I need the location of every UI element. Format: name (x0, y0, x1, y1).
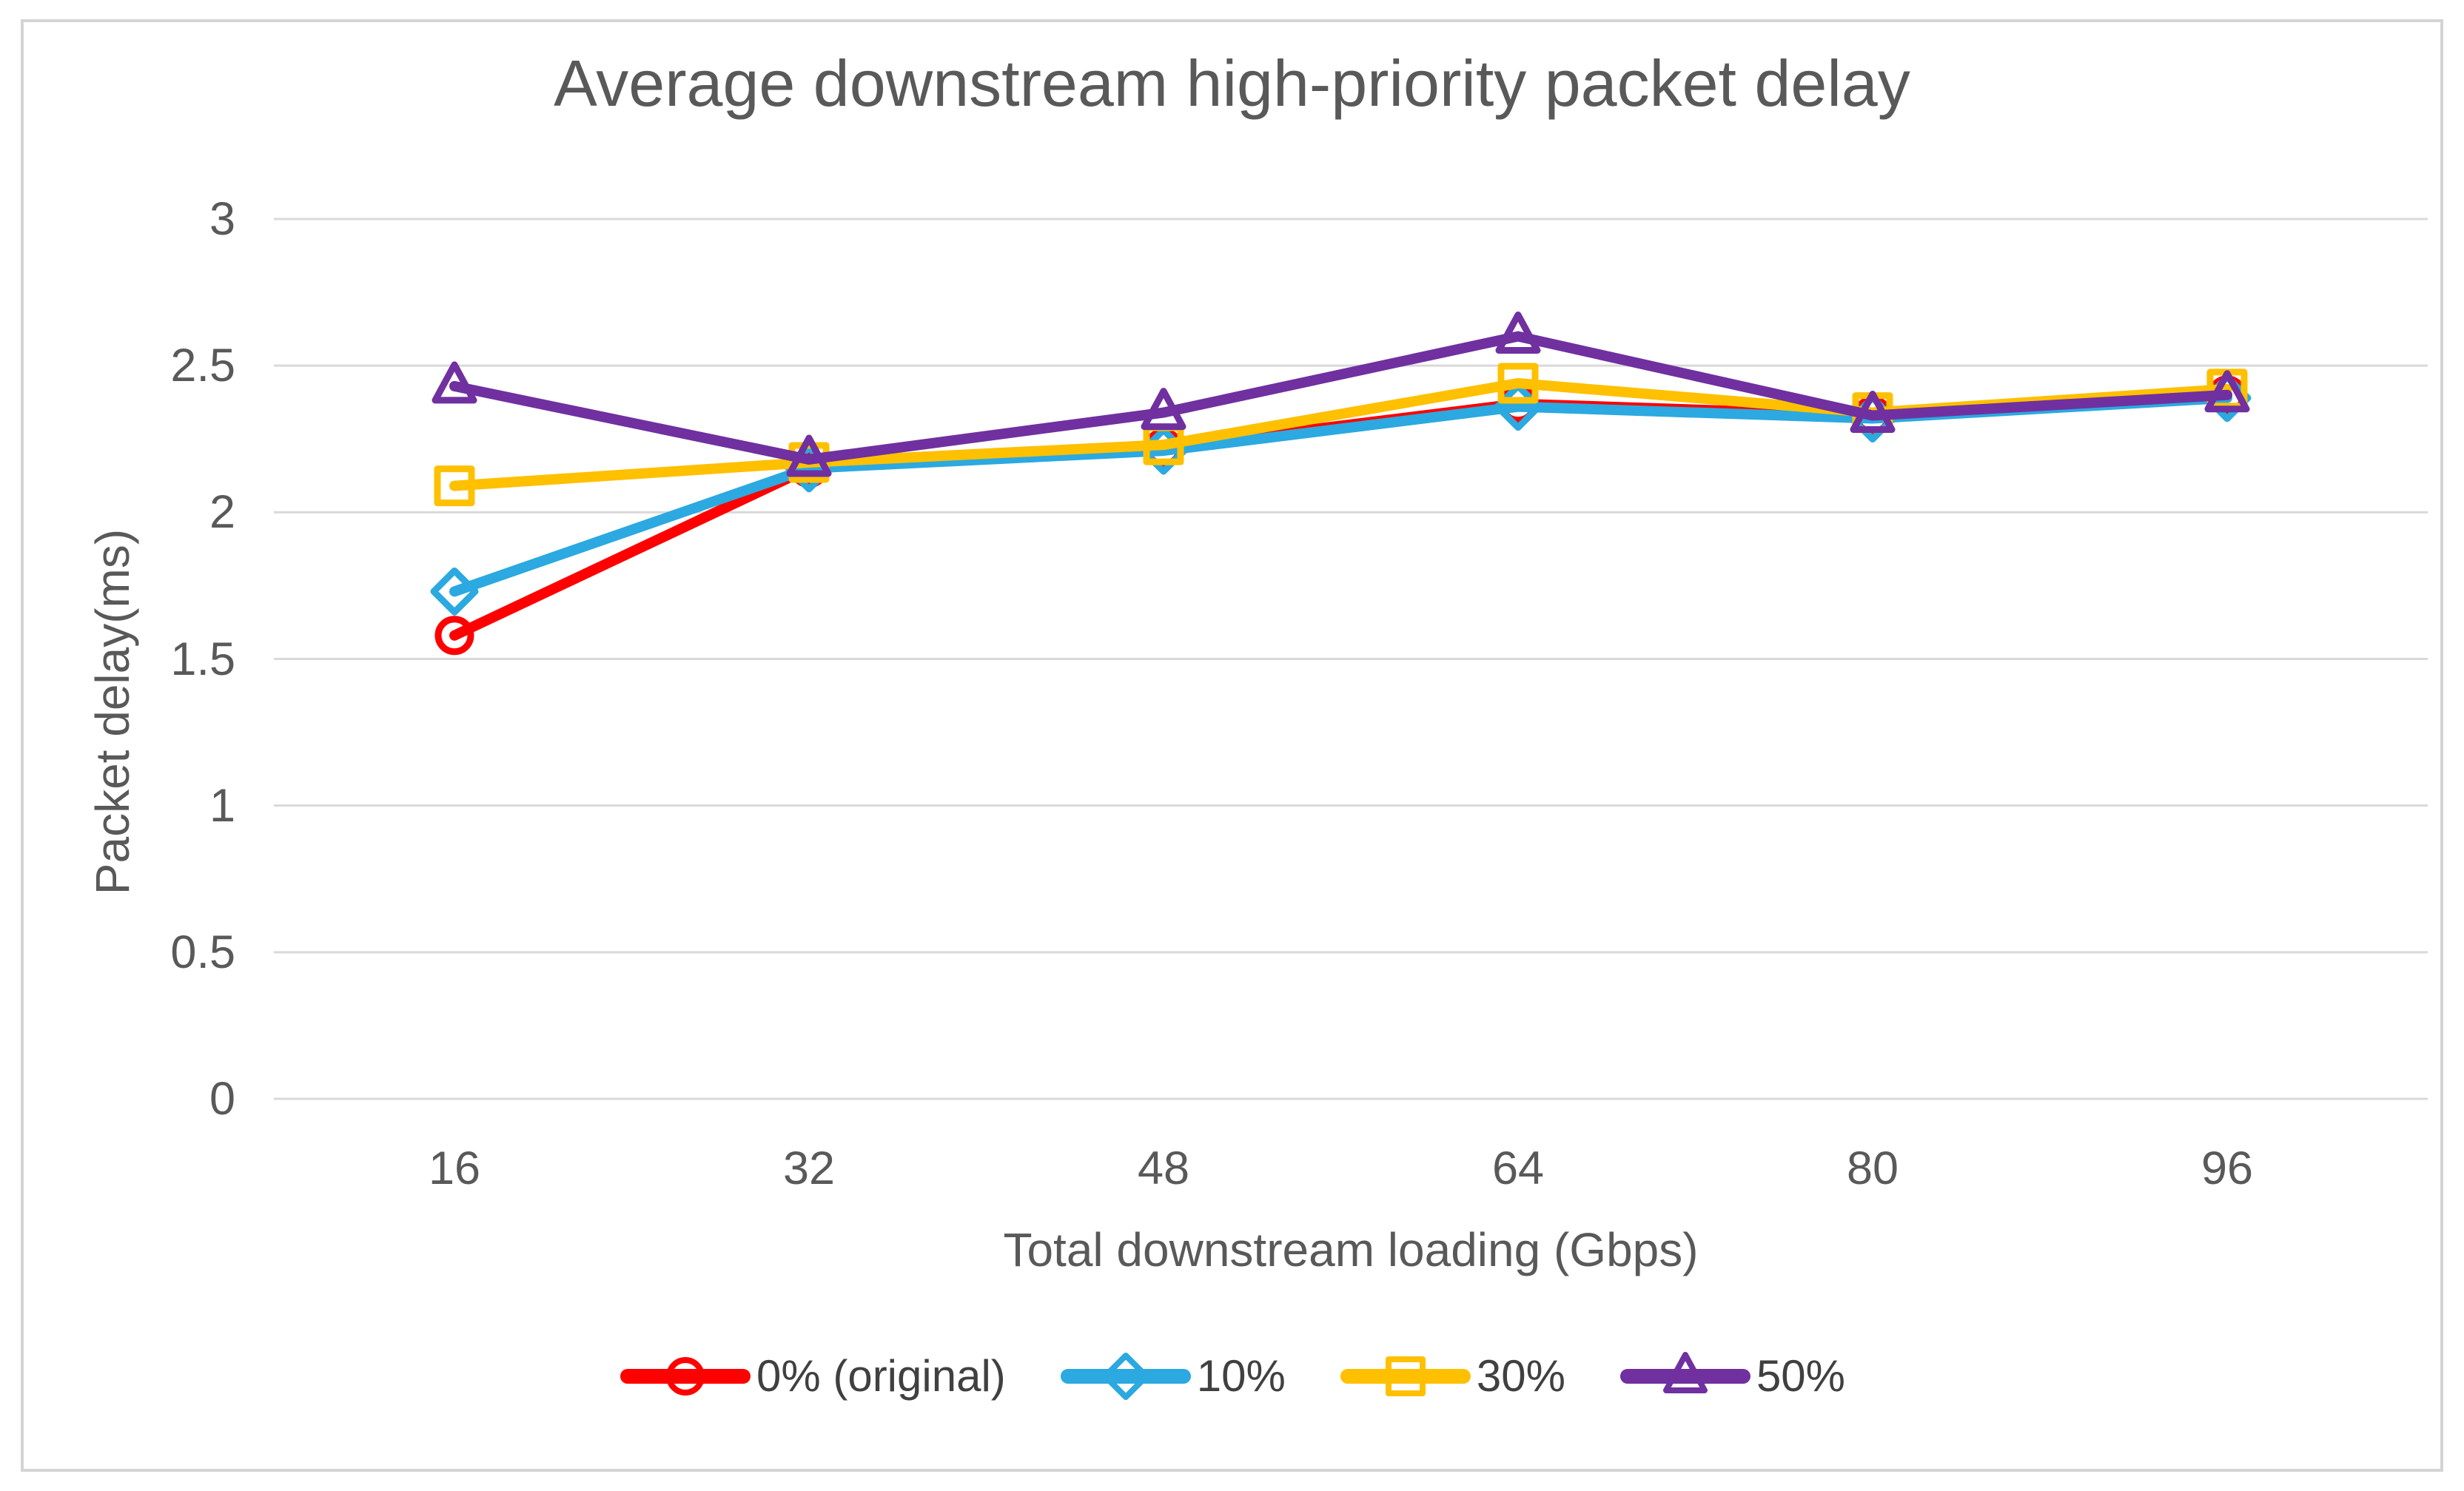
legend-item-0-percent-original: 0% (original) (619, 1348, 1006, 1404)
data-point-marker (1497, 363, 1539, 404)
legend: 0% (original) 10% 30% 50% (0, 1348, 2464, 1404)
data-point-marker (434, 616, 474, 656)
x-axis-title: Total downstream loading (Gbps) (1003, 1223, 1699, 1276)
series-line-10-percent (449, 392, 2232, 597)
legend-label: 10% (1196, 1351, 1286, 1401)
series-0-percent-original (434, 375, 2247, 656)
data-point-marker (786, 434, 832, 477)
data-point-marker (1141, 388, 1186, 431)
data-point-marker (665, 1357, 705, 1396)
legend-label: 30% (1476, 1351, 1565, 1401)
legend-label: 50% (1756, 1351, 1846, 1401)
data-point-marker (430, 567, 479, 616)
data-point-marker (432, 361, 477, 404)
legend-swatch-triangle-icon (1619, 1352, 1750, 1393)
data-point-marker (1101, 1353, 1149, 1400)
data-point-marker (1662, 1352, 1708, 1393)
series-50-percent (432, 312, 2250, 477)
data-point-marker (2204, 370, 2250, 413)
data-point-marker (1850, 391, 1896, 434)
data-point-marker (1385, 1356, 1426, 1396)
chart-title: Average downstream high-priority packet … (554, 47, 1910, 120)
legend-item-30-percent: 30% (1339, 1348, 1565, 1404)
y-axis-title: Packet delay(ms) (86, 528, 139, 895)
legend-item-50-percent: 50% (1619, 1348, 1845, 1404)
data-point-marker (1495, 312, 1541, 354)
legend-label: 0% (original) (756, 1351, 1006, 1401)
series-line-50-percent (449, 331, 2232, 465)
legend-swatch-diamond-icon (1060, 1353, 1191, 1400)
series-line-30-percent (449, 377, 2232, 491)
legend-swatch-square-icon (1340, 1356, 1471, 1396)
legend-swatch-circle-icon (620, 1357, 751, 1396)
data-point-marker (434, 465, 475, 507)
legend-item-10-percent: 10% (1059, 1348, 1286, 1404)
